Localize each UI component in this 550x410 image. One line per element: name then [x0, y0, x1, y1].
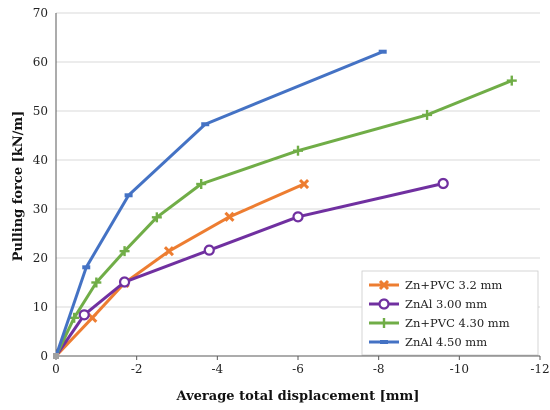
- data-point: [196, 179, 207, 190]
- y-tick-label: 40: [33, 153, 48, 167]
- data-point: [78, 309, 90, 321]
- data-point: [151, 212, 162, 223]
- data-point: [91, 277, 102, 288]
- x-tick-label: -10: [450, 362, 469, 376]
- data-point: [69, 312, 80, 323]
- y-tick-label: 30: [33, 202, 48, 216]
- legend-items: Zn+PVC 3.2 mm ZnAl 3.00 mm Zn+PVC 4.30 mm Z…: [369, 278, 510, 349]
- legend: Zn+PVC 3.2 mm ZnAl 3.00 mm Zn+PVC 4.30 mm Z…: [361, 270, 539, 356]
- y-tick-labels: 0 10 20 30 40 50 60 70: [33, 6, 48, 363]
- data-point: [163, 246, 174, 257]
- axes: [55, 13, 541, 360]
- series-line: [54, 182, 306, 358]
- legend-label: ZnAl 4.50 mm: [405, 335, 487, 349]
- x-tick-label: -12: [530, 362, 549, 376]
- y-tick-label: 0: [40, 349, 48, 363]
- legend-marker: [379, 318, 389, 328]
- legend-item: Zn+PVC 4.30 mm: [369, 316, 510, 330]
- y-tick-label: 60: [33, 55, 48, 69]
- grid-lines: [56, 12, 540, 308]
- y-tick-label: 10: [33, 300, 48, 314]
- y-tick-label: 50: [33, 104, 48, 118]
- x-tick-label: -8: [373, 362, 385, 376]
- legend-marker: [378, 279, 390, 291]
- series-2: [54, 177, 449, 358]
- series-4: [54, 49, 387, 358]
- x-tick-label: -4: [211, 362, 223, 376]
- data-point: [293, 145, 303, 156]
- data-point: [437, 177, 449, 190]
- y-tick-label: 70: [33, 6, 48, 20]
- data-point: [298, 178, 310, 190]
- series-3: [54, 75, 517, 358]
- x-tick-label: 0: [52, 362, 60, 376]
- data-point: [422, 109, 433, 120]
- x-axis-title: Average total displacement [mm]: [176, 389, 420, 404]
- y-axis-title: Pulling force [kN/m]: [11, 111, 26, 262]
- data-point: [506, 75, 517, 86]
- legend-label: Zn+PVC 4.30 mm: [405, 316, 510, 330]
- data-point: [224, 211, 235, 222]
- legend-label: Zn+PVC 3.2 mm: [405, 278, 502, 292]
- legend-marker: [378, 298, 390, 310]
- series-layer: [53, 49, 517, 359]
- legend-item: Zn+PVC 3.2 mm: [369, 278, 502, 292]
- data-point: [203, 244, 215, 256]
- x-tick-label: -2: [131, 362, 143, 376]
- x-tick-labels: 0 -2 -4 -6 -8 -10 -12: [52, 362, 549, 376]
- series-line: [54, 182, 445, 358]
- origin-point: [53, 353, 59, 359]
- legend-item: ZnAl 4.50 mm: [369, 335, 487, 349]
- y-tick-label: 20: [33, 251, 48, 265]
- data-point: [292, 211, 304, 223]
- legend-item: ZnAl 3.00 mm: [369, 297, 487, 311]
- x-tick-label: -6: [292, 362, 304, 376]
- data-point: [119, 246, 130, 257]
- legend-label: ZnAl 3.00 mm: [405, 297, 487, 311]
- data-point: [118, 276, 131, 288]
